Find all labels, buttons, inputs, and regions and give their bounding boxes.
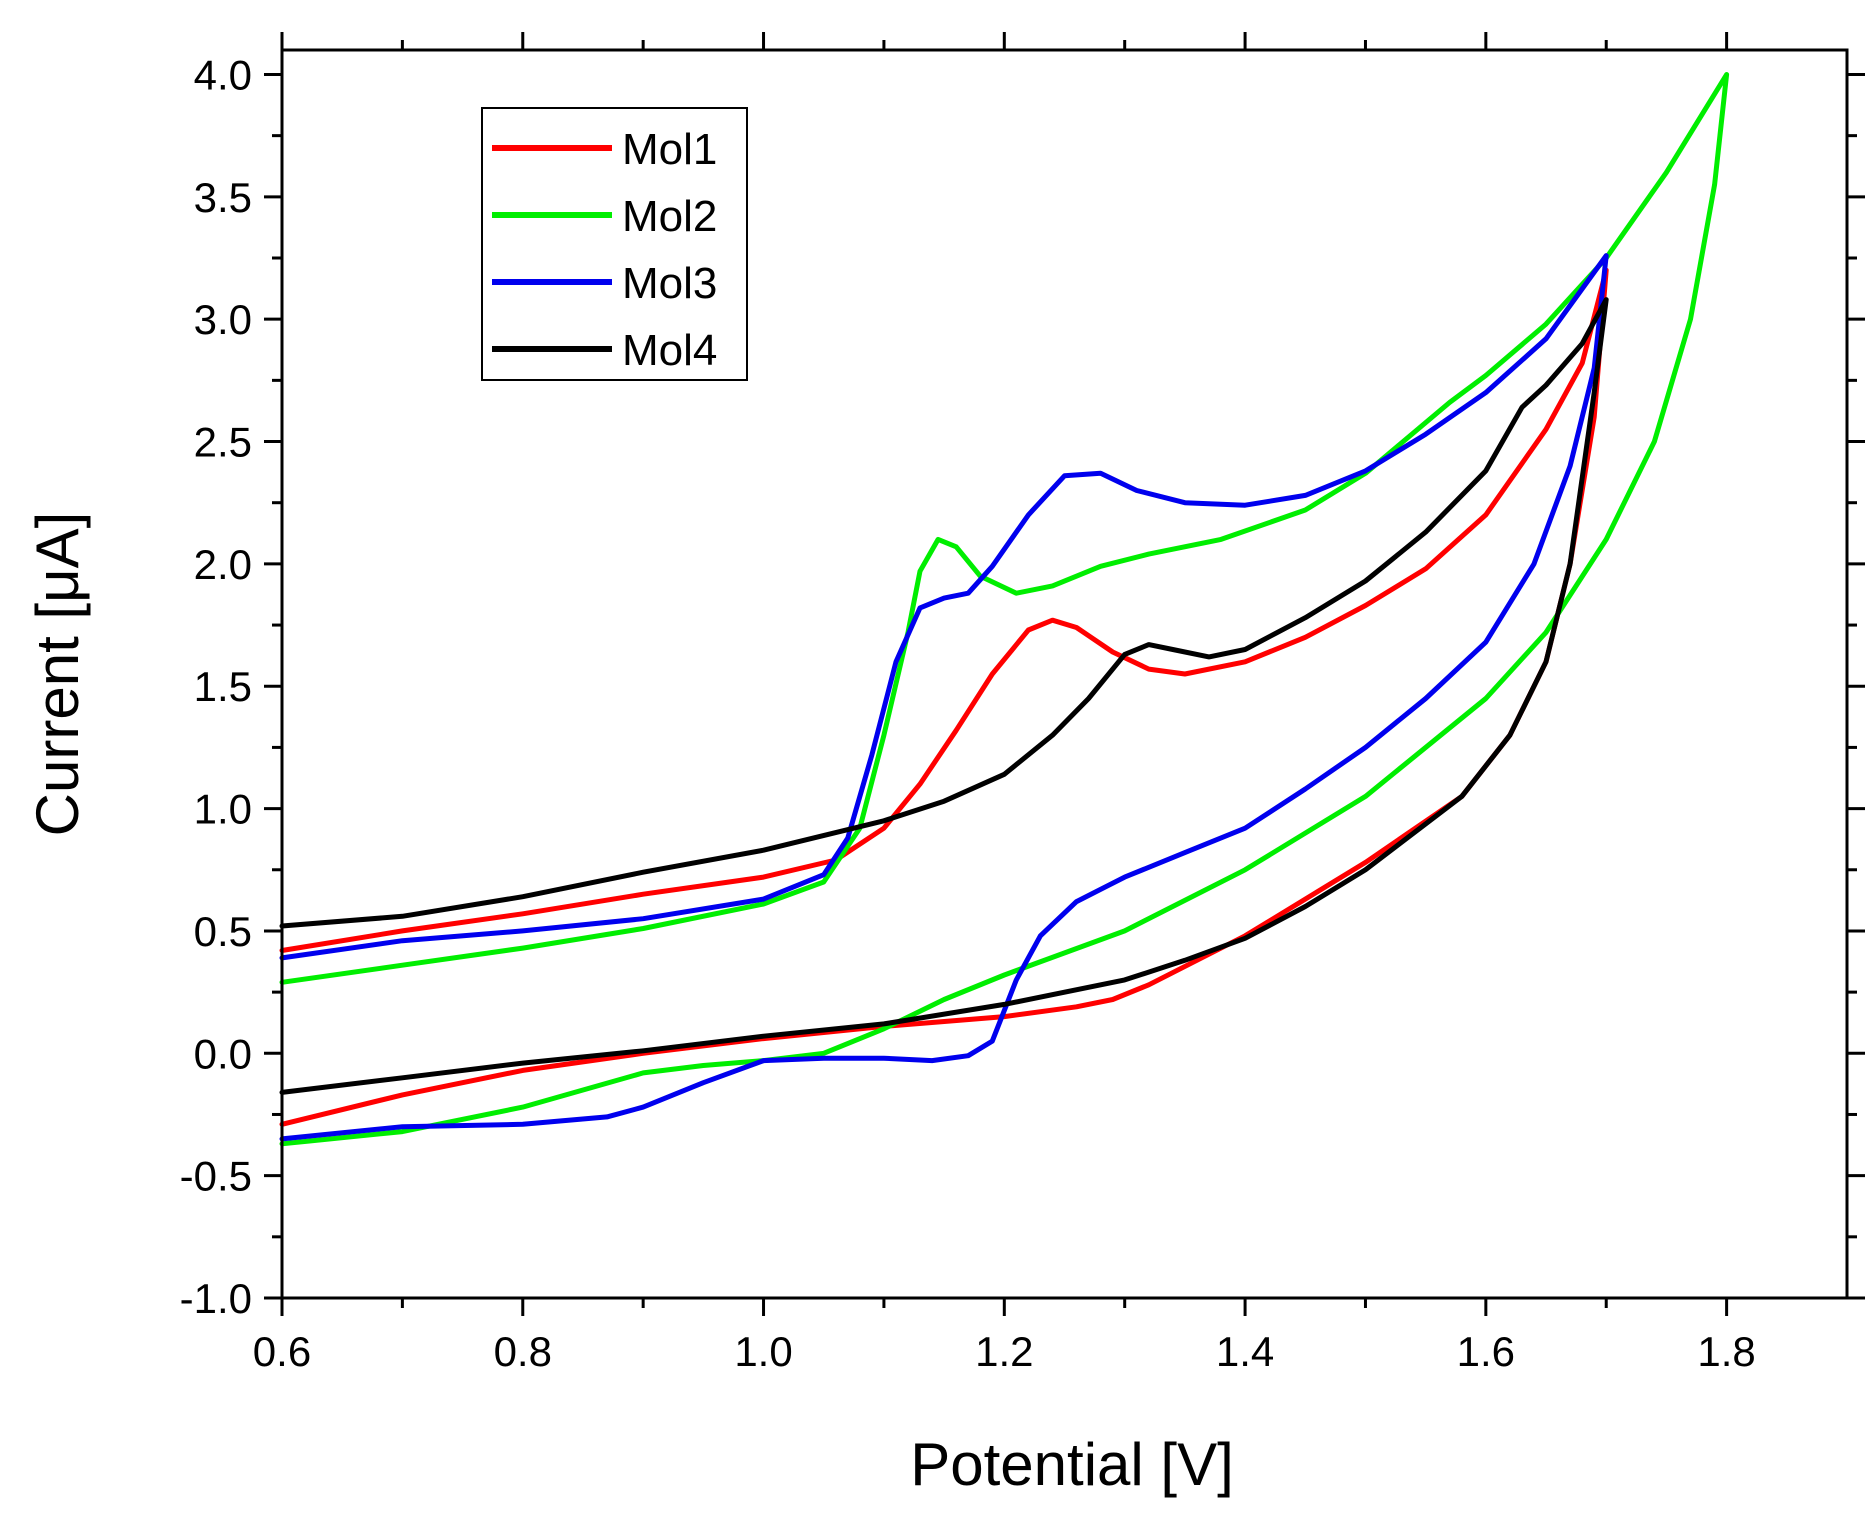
y-axis-title: Current [μA] — [24, 512, 91, 837]
tick-labels: 0.6 0.8 1.0 1.2 1.4 1.6 1.8 -1.0 -0.5 0.0 0.5 1.0 1.… — [180, 51, 1756, 1375]
y-tick-label: 4.0 — [194, 51, 252, 98]
y-tick-label: 3.0 — [194, 296, 252, 343]
legend-box — [481, 107, 748, 381]
y-tick-label: -1.0 — [180, 1275, 252, 1322]
series-line-mol4 — [279, 297, 1609, 1095]
axis-ticks — [264, 32, 1865, 1316]
series-lines — [279, 72, 1730, 1147]
y-tick-label: 2.0 — [194, 541, 252, 588]
y-tick-label: 0.0 — [194, 1030, 252, 1077]
x-tick-label: 1.2 — [975, 1328, 1033, 1375]
legend: Mol1 Mol2 Mol3 Mol4 — [481, 107, 748, 381]
y-tick-label: -0.5 — [180, 1153, 252, 1200]
x-tick-label: 0.6 — [253, 1328, 311, 1375]
series-line-mol1 — [279, 267, 1609, 1127]
series-line-mol3 — [279, 253, 1609, 1142]
legend-label-mol1: Mol1 — [622, 125, 717, 174]
legend-label-mol2: Mol2 — [622, 192, 717, 241]
y-tick-label: 3.5 — [194, 174, 252, 221]
y-tick-label: 2.5 — [194, 419, 252, 466]
x-tick-label: 0.8 — [494, 1328, 552, 1375]
y-tick-label: 0.5 — [194, 908, 252, 955]
y-tick-label: 1.0 — [194, 786, 252, 833]
plot-frame — [280, 48, 1849, 1300]
x-axis-title: Potential [V] — [910, 1431, 1234, 1498]
x-tick-label: 1.8 — [1697, 1328, 1755, 1375]
series-line-mol2 — [279, 72, 1730, 1147]
x-tick-label: 1.0 — [734, 1328, 792, 1375]
y-tick-label: 1.5 — [194, 663, 252, 710]
legend-label-mol4: Mol4 — [622, 326, 717, 375]
x-tick-label: 1.4 — [1216, 1328, 1274, 1375]
x-tick-label: 1.6 — [1457, 1328, 1515, 1375]
legend-items: Mol1 Mol2 Mol3 Mol4 — [492, 125, 717, 375]
legend-label-mol3: Mol3 — [622, 259, 717, 308]
